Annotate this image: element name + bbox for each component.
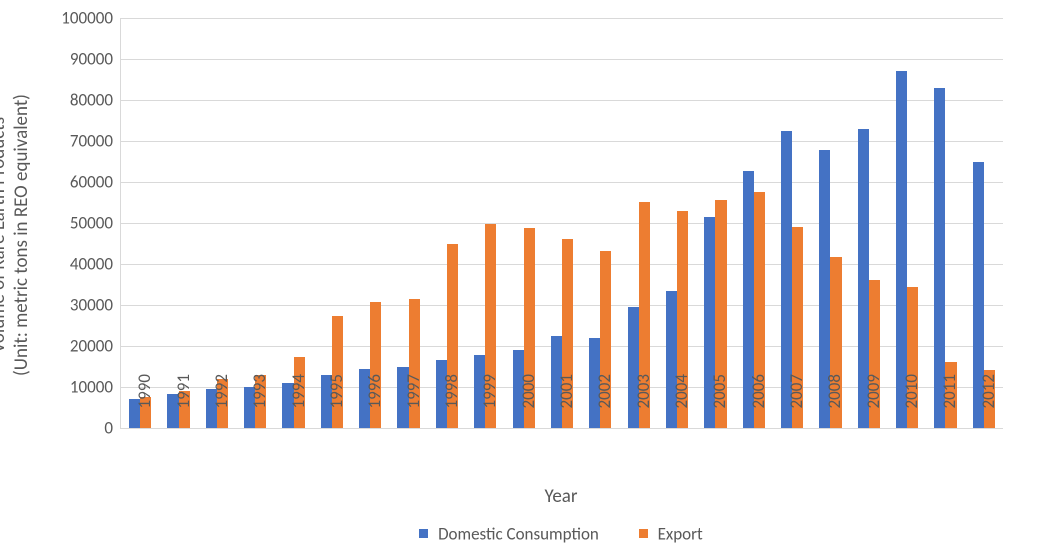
y-axis-title-line1: Volume of Rare Earth Products (0, 117, 10, 353)
y-tick-label: 50000 (70, 213, 113, 234)
gridline (121, 59, 1003, 60)
x-tick-label: 1990 (134, 374, 155, 434)
gridline (121, 182, 1003, 183)
x-tick-label: 2001 (556, 374, 577, 434)
x-tick-label: 1996 (364, 374, 385, 434)
x-tick-label: 2010 (901, 374, 922, 434)
x-tick-label: 1998 (441, 374, 462, 434)
x-tick-label: 1997 (403, 374, 424, 434)
x-tick-label: 2007 (786, 374, 807, 434)
x-tick-label: 2006 (748, 374, 769, 434)
x-tick-label: 1994 (288, 374, 309, 434)
x-tick-label: 1991 (173, 374, 194, 434)
legend-swatch-domestic (419, 529, 428, 538)
legend-label-export: Export (658, 523, 703, 544)
chart-container: Volume of Rare Earth Products (Unit: met… (0, 0, 1039, 551)
plot-area: 0100002000030000400005000060000700008000… (120, 18, 1003, 429)
x-tick-label: 2003 (633, 374, 654, 434)
x-tick-label: 2005 (709, 374, 730, 434)
gridline (121, 18, 1003, 19)
y-tick-label: 60000 (70, 172, 113, 193)
legend-label-domestic: Domestic Consumption (438, 523, 599, 544)
y-tick-label: 90000 (70, 49, 113, 70)
y-tick-label: 40000 (70, 254, 113, 275)
y-tick-label: 20000 (70, 336, 113, 357)
x-tick-label: 2008 (824, 374, 845, 434)
gridline (121, 141, 1003, 142)
x-tick-label: 2011 (939, 374, 960, 434)
legend: Domestic Consumption Export (120, 522, 1002, 544)
y-tick-label: 80000 (70, 90, 113, 111)
y-tick-label: 0 (104, 418, 113, 439)
legend-swatch-export (639, 529, 648, 538)
y-tick-label: 70000 (70, 131, 113, 152)
x-tick-label: 2002 (594, 374, 615, 434)
x-tick-label: 2004 (671, 374, 692, 434)
x-tick-label: 1995 (326, 374, 347, 434)
x-axis-title: Year (120, 485, 1002, 508)
legend-item-domestic: Domestic Consumption (419, 522, 599, 544)
y-axis-title-line2: (Unit: metric tons in REO equivalent) (10, 35, 33, 435)
gridline (121, 223, 1003, 224)
y-tick-label: 30000 (70, 295, 113, 316)
legend-item-export: Export (639, 522, 703, 544)
y-tick-label: 10000 (70, 377, 113, 398)
y-tick-label: 100000 (61, 8, 113, 29)
x-tick-label: 1992 (211, 374, 232, 434)
x-tick-label: 2012 (978, 374, 999, 434)
x-tick-label: 2009 (863, 374, 884, 434)
x-tick-label: 1993 (249, 374, 270, 434)
x-tick-label: 1999 (479, 374, 500, 434)
gridline (121, 100, 1003, 101)
y-axis-title: Volume of Rare Earth Products (Unit: met… (0, 35, 33, 435)
x-tick-label: 2000 (518, 374, 539, 434)
